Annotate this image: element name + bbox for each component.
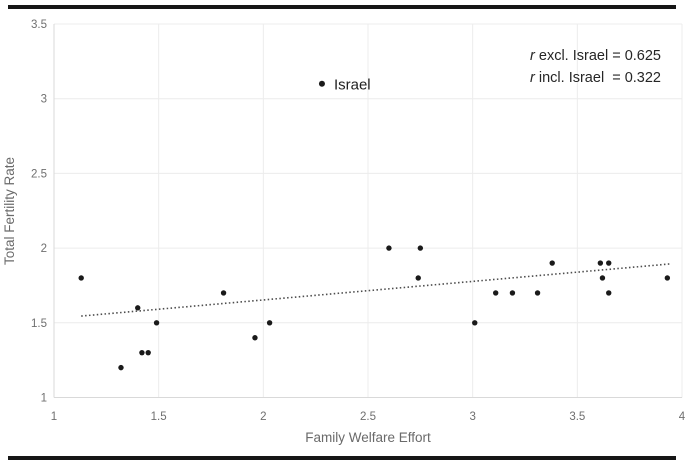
trendline (81, 262, 672, 317)
y-tick-label: 3.5 (31, 19, 47, 31)
y-tick-label: 1 (41, 393, 47, 405)
x-tick-label: 1 (51, 411, 57, 423)
correlation-r-symbol: r (530, 70, 536, 86)
data-point (606, 260, 612, 266)
correlation-text: incl. Israel = 0.322 (535, 70, 661, 86)
bottom-rule-divider (8, 456, 676, 460)
data-point (549, 260, 555, 266)
data-point (252, 335, 258, 341)
x-tick-label: 2 (260, 411, 266, 423)
data-point (664, 275, 671, 281)
y-tick-label: 3 (41, 94, 47, 106)
data-point (135, 305, 141, 311)
x-tick-label: 2.5 (360, 411, 376, 423)
data-point (492, 290, 499, 296)
data-point (78, 275, 84, 281)
top-rule-divider (8, 5, 676, 9)
correlation-annotation-line: r incl. Israel = 0.322 (530, 70, 661, 86)
x-tick-label: 3.5 (569, 411, 585, 423)
israel-data-point (318, 80, 325, 87)
data-point (417, 245, 424, 251)
y-tick-label: 1.5 (31, 318, 47, 330)
data-point (145, 349, 151, 356)
data-point (472, 320, 478, 326)
x-tick-label: 1.5 (151, 411, 167, 423)
israel-label: Israel (334, 76, 371, 93)
data-point (534, 290, 541, 296)
y-tick-label: 2 (41, 243, 47, 255)
x-axis-title: Family Welfare Effort (305, 430, 431, 445)
data-point (599, 275, 606, 281)
correlation-annotation-line: r excl. Israel = 0.625 (530, 48, 661, 64)
y-tick-label: 2.5 (31, 168, 47, 180)
data-point (606, 290, 612, 296)
data-point (597, 260, 604, 266)
y-axis-title: Total Fertility Rate (2, 156, 17, 266)
data-point (118, 364, 124, 371)
correlation-r-symbol: r (530, 48, 536, 64)
x-tick-label: 3 (469, 411, 475, 423)
data-point (386, 245, 392, 251)
data-point (266, 320, 273, 326)
data-point (415, 275, 421, 281)
x-tick-label: 4 (679, 411, 685, 423)
data-point (153, 320, 160, 326)
data-point (509, 290, 516, 296)
data-point (139, 349, 145, 356)
correlation-text: excl. Israel = 0.625 (535, 48, 661, 64)
data-point (220, 290, 227, 296)
